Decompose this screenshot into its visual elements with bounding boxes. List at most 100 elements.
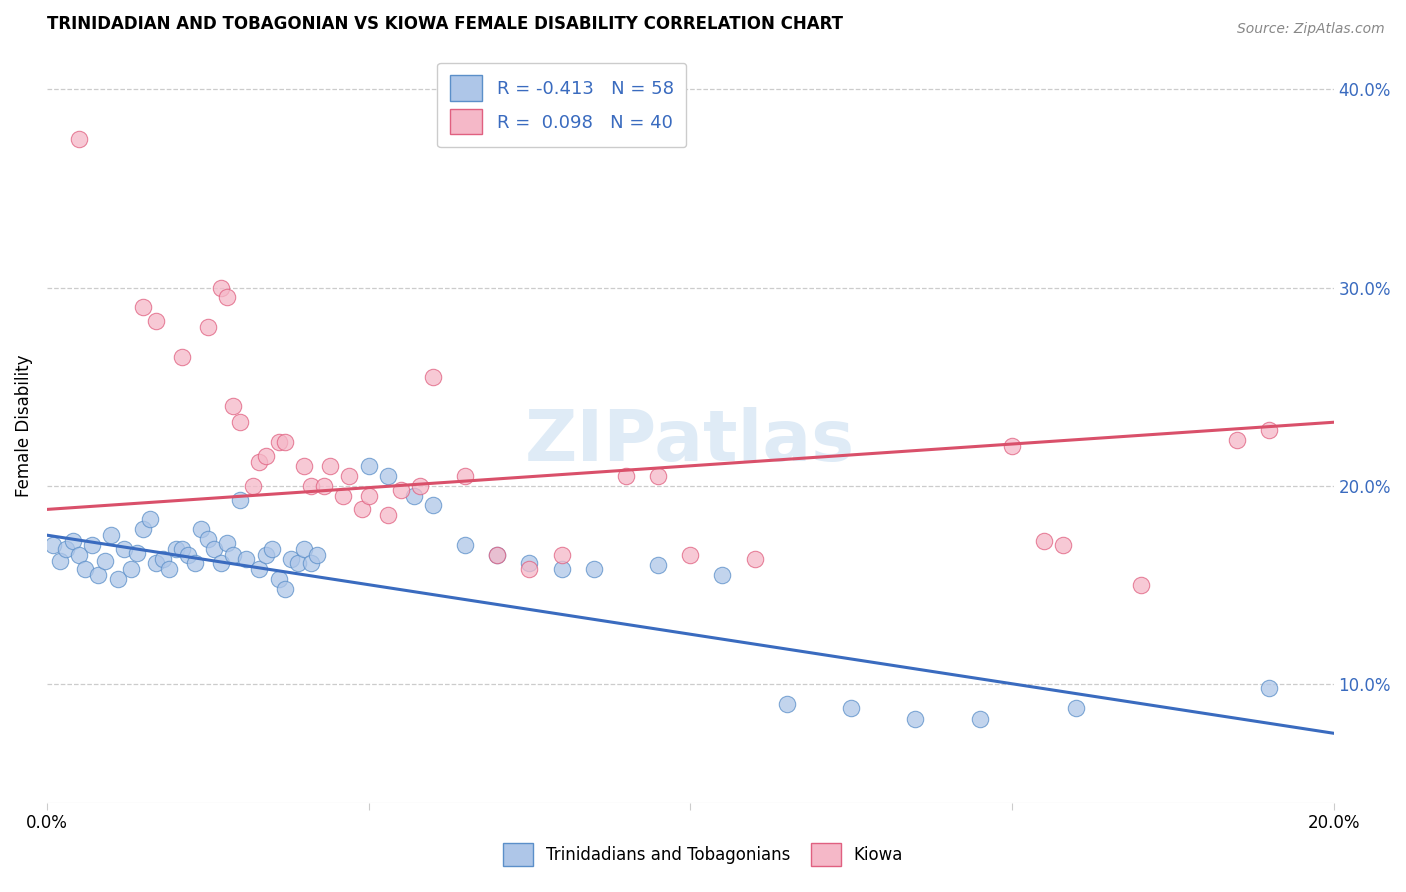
Point [177,548,200,562]
Y-axis label: Female Disability: Female Disability [15,355,32,498]
Point [647,468,669,483]
Point [486,548,509,562]
Point [614,468,637,483]
Point [112,542,135,557]
Point [202,542,225,557]
Point [292,542,315,557]
Point [486,548,509,562]
Point [969,712,991,726]
Point [197,320,219,334]
Point [132,301,155,315]
Point [67,132,90,146]
Point [1226,433,1249,447]
Point [357,458,380,473]
Point [274,435,297,450]
Point [215,536,238,550]
Point [125,546,148,560]
Point [152,552,174,566]
Point [904,712,927,726]
Point [55,542,77,557]
Legend: Trinidadians and Tobagonians, Kiowa: Trinidadians and Tobagonians, Kiowa [496,836,910,873]
Point [337,468,360,483]
Point [711,567,734,582]
Point [582,562,605,576]
Point [222,548,245,562]
Point [1001,439,1024,453]
Point [145,314,167,328]
Point [254,449,277,463]
Text: TRINIDADIAN AND TOBAGONIAN VS KIOWA FEMALE DISABILITY CORRELATION CHART: TRINIDADIAN AND TOBAGONIAN VS KIOWA FEMA… [46,15,842,33]
Point [107,572,129,586]
Point [274,582,297,596]
Point [262,542,284,557]
Point [209,556,232,570]
Point [454,538,477,552]
Point [332,489,354,503]
Point [145,556,167,570]
Point [312,478,335,492]
Point [170,542,193,557]
Point [190,522,212,536]
Point [1052,538,1074,552]
Point [139,512,162,526]
Point [647,558,669,572]
Point [422,369,444,384]
Point [839,700,862,714]
Point [254,548,277,562]
Point [679,548,702,562]
Point [120,562,142,576]
Point [267,435,290,450]
Point [1033,534,1056,549]
Text: ZIPatlas: ZIPatlas [526,407,855,475]
Point [247,562,270,576]
Point [49,554,72,568]
Point [1129,577,1152,591]
Point [352,502,374,516]
Point [409,478,432,492]
Point [550,562,572,576]
Point [744,552,766,566]
Point [422,499,444,513]
Point [197,532,219,546]
Point [307,548,329,562]
Point [1258,423,1281,437]
Point [299,478,322,492]
Point [389,483,412,497]
Point [1064,700,1087,714]
Point [209,280,232,294]
Point [80,538,103,552]
Point [170,350,193,364]
Point [280,552,302,566]
Point [215,290,238,304]
Point [42,538,65,552]
Point [229,492,252,507]
Point [377,468,399,483]
Point [222,400,245,414]
Point [357,489,380,503]
Point [75,562,97,576]
Point [229,415,252,429]
Point [1258,681,1281,695]
Point [157,562,180,576]
Point [402,489,425,503]
Point [62,534,84,549]
Point [519,562,541,576]
Text: Source: ZipAtlas.com: Source: ZipAtlas.com [1237,22,1385,37]
Point [319,458,342,473]
Point [287,556,309,570]
Point [299,556,322,570]
Point [247,455,270,469]
Point [267,572,290,586]
Point [100,528,122,542]
Legend: R = -0.413   N = 58, R =  0.098   N = 40: R = -0.413 N = 58, R = 0.098 N = 40 [437,62,686,147]
Point [94,554,117,568]
Point [550,548,572,562]
Point [377,508,399,523]
Point [165,542,187,557]
Point [87,567,110,582]
Point [67,548,90,562]
Point [132,522,155,536]
Point [292,458,315,473]
Point [454,468,477,483]
Point [242,478,264,492]
